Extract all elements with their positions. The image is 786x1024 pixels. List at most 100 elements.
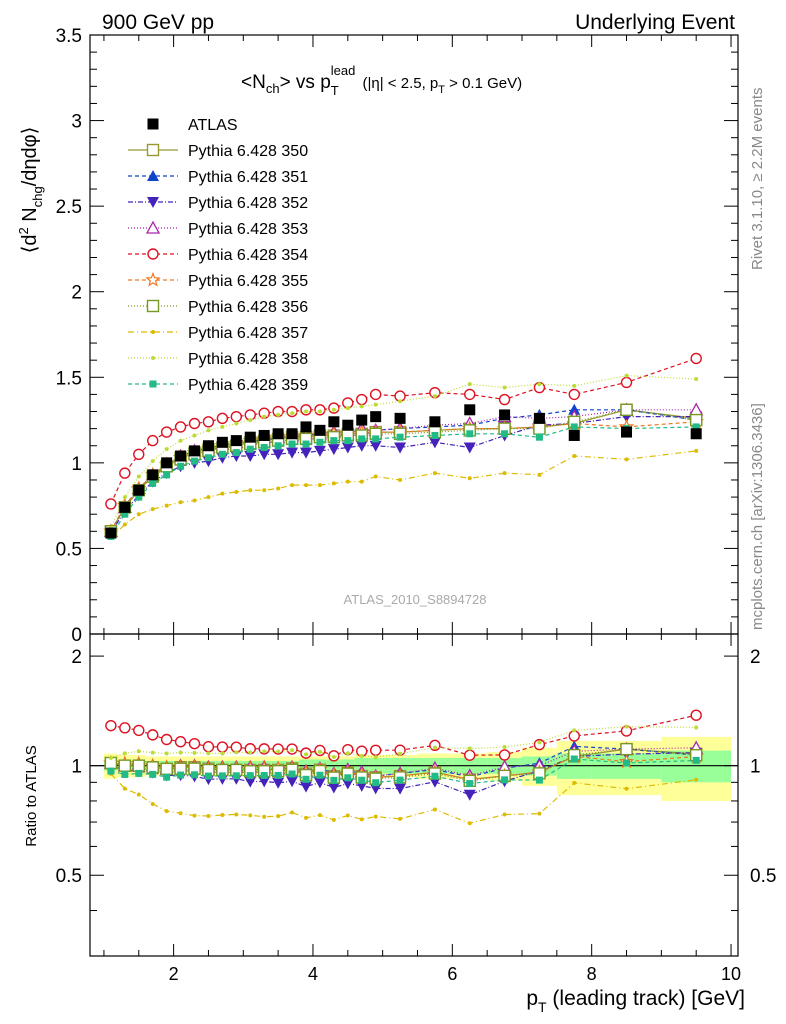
ratio-point [149,770,157,778]
data-point [359,479,364,484]
data-point [290,483,295,488]
data-point [499,409,511,421]
ratio-point [274,771,282,779]
data-point [342,419,354,431]
data-point [314,424,326,436]
x-tick-label: 8 [587,964,597,984]
ratio-pythia-6-428-356 [104,742,703,788]
header-right: Underlying Event [575,11,735,34]
data-point [260,443,268,451]
ratio-point [358,776,366,784]
data-point [694,448,699,453]
ratio-point [467,821,472,826]
ratio-point [432,745,437,750]
ratio-line [110,714,697,757]
data-point [694,376,699,381]
data-point [133,448,145,460]
data-point [262,488,267,493]
ratio-point [304,815,308,820]
ratio-point [204,772,212,780]
legend-item-pythia-6-428-352: Pythia 6.428 352 [128,195,308,212]
data-point [105,527,117,539]
series-line [110,409,697,532]
data-point [498,393,511,406]
data-point [216,436,228,448]
ratio-point [136,749,141,754]
ratio-point [502,745,507,750]
ratio-line [110,726,697,759]
legend-label: Pythia 6.428 357 [188,325,308,342]
data-point [290,411,295,416]
ratio-point [178,811,183,816]
ratio-point [118,759,132,772]
ratio-point [690,709,702,721]
data-point [356,414,368,426]
ratio-point [537,740,542,745]
data-point [188,417,201,430]
data-point [147,469,159,481]
data-point [218,450,226,458]
ratio-point [372,779,380,787]
ratio-pythia-6-428-359 [107,755,700,788]
data-point [463,442,476,454]
series-line [110,421,697,532]
ratio-point [464,749,476,761]
x-axis-label: pT (leading track) [GeV] [526,987,745,1015]
ratio-point [192,750,197,755]
series-pythia-6-428-358 [108,373,699,530]
data-point [105,498,117,510]
data-point [248,418,253,423]
ratio-point [568,730,580,742]
data-point [398,477,403,482]
ratio-y-tick-label-right: 1 [750,757,761,778]
data-point [286,428,298,440]
ratio-point [359,817,364,822]
data-point [533,412,545,424]
ratio-point [160,762,173,776]
data-point [394,412,406,424]
legend-item-pythia-6-428-355: Pythia 6.428 355 [128,271,308,290]
series-line [110,409,697,532]
y-tick-label: 0.5 [56,539,82,560]
data-point [189,445,201,457]
data-point [136,474,141,479]
data-point [122,495,127,500]
legend-item-pythia-6-428-357: Pythia 6.428 357 [128,325,308,342]
data-point [177,462,185,470]
data-point [621,426,633,438]
data-point [304,409,308,414]
data-point [355,440,368,452]
legend-marker [146,299,160,313]
data-point [274,442,282,450]
data-point [428,437,441,449]
ratio-point [331,817,336,822]
data-point [161,457,173,469]
ratio-point [466,780,474,788]
data-point [248,488,253,493]
data-point [133,484,145,496]
ratio-point [105,719,117,732]
data-point [432,394,437,399]
ratio-point [276,749,281,754]
ratio-point [463,789,476,801]
data-point [288,440,296,448]
data-point [466,430,474,438]
data-point [304,483,308,488]
ratio-line [110,752,697,796]
data-point [262,414,267,419]
data-point [192,498,197,503]
ratio-point [220,751,225,756]
data-point [624,373,629,378]
data-point [464,404,476,416]
ratio-point [150,801,155,806]
ratio-point [431,772,439,780]
analysis-id: ATLAS_2010_S8894728 [344,592,487,607]
legend-item-pythia-6-428-353: Pythia 6.428 353 [128,220,308,238]
ratio-point [177,771,185,779]
data-point [122,522,127,527]
series-line [110,416,697,534]
ratio-point [302,775,310,783]
ratio-line [110,748,697,782]
ratio-point [133,724,145,737]
data-point [313,445,326,457]
